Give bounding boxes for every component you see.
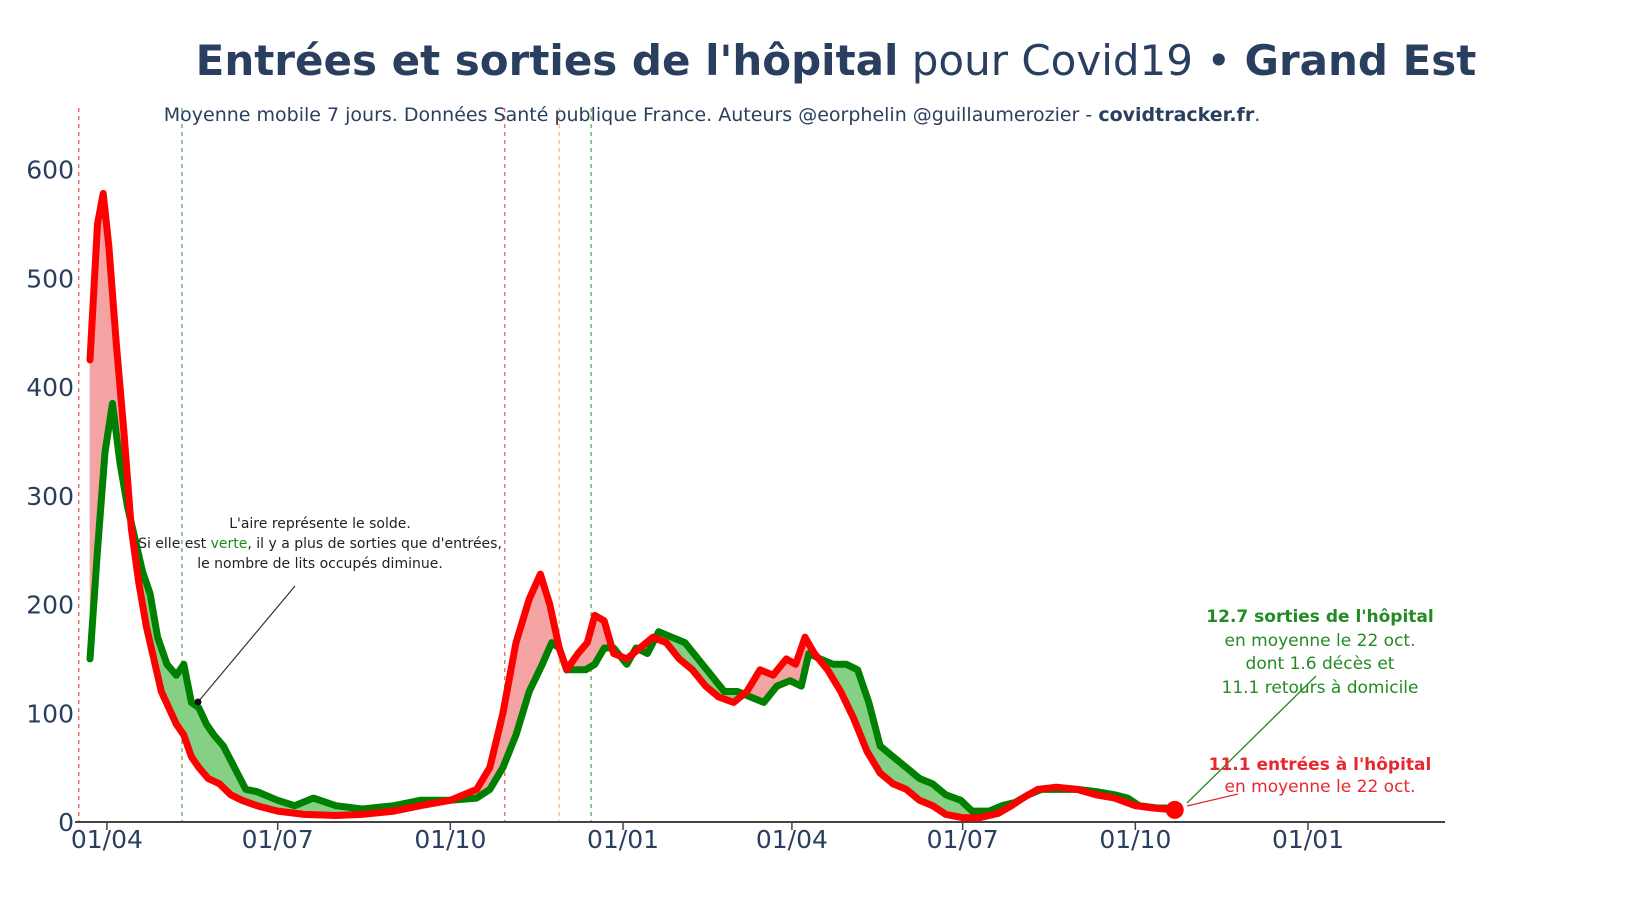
exits-line (86, 399, 1179, 815)
note-line3: le nombre de lits occupés diminue. (197, 556, 443, 572)
chart-subtitle: Moyenne mobile 7 jours. Données Santé pu… (0, 104, 1424, 126)
y-tick-label: 500 (26, 264, 74, 293)
x-tick-label: 01/04 (756, 825, 828, 854)
entries-annotation-line2: en moyenne le 22 oct. (1224, 777, 1416, 797)
x-tick-label: 01/10 (414, 825, 486, 854)
entries-annotation: 11.1 entrées à l'hôpital en moyenne le 2… (1190, 754, 1450, 798)
exits-annotation-line2: en moyenne le 22 oct. (1224, 630, 1416, 651)
exits-annotation-line3: dont 1.6 décès et (1245, 654, 1395, 674)
note-pointer-line (197, 585, 296, 703)
x-axis: 01/04 01/07 01/10 01/01 01/04 01/07 01/10 01/01 (71, 822, 1344, 854)
note-line1: L'aire représente le solde. (229, 516, 411, 532)
latest-entries-point (1165, 800, 1184, 819)
y-tick-label: 100 (26, 699, 74, 728)
exits-annotation-title: 12.7 sorties de l'hôpital (1206, 607, 1434, 627)
note-green-word: verte (210, 536, 248, 552)
x-tick-label: 01/01 (587, 825, 659, 854)
exits-annotation-line (1186, 675, 1317, 804)
subtitle-text: Moyenne mobile 7 jours. Données Santé pu… (163, 104, 1099, 126)
balance-area (89, 193, 1176, 819)
note-line2a: Si elle est (138, 536, 211, 552)
note-line2c: , il y a plus de sorties que d'entrées, (247, 536, 502, 552)
x-tick-label: 01/04 (71, 825, 143, 854)
entries-line (86, 190, 1179, 822)
title-part3: Grand Est (1244, 36, 1477, 85)
y-tick-label: 0 (58, 808, 74, 837)
area-explanation-note: L'aire représente le solde. Si elle est … (130, 514, 510, 574)
y-tick-label: 400 (26, 373, 74, 402)
subtitle-site: covidtracker.fr (1098, 104, 1255, 126)
title-part2: pour Covid19 • (898, 36, 1245, 85)
y-tick-label: 200 (26, 591, 74, 620)
y-tick-label: 600 (26, 156, 74, 185)
exits-annotation-line4: 11.1 retours à domicile (1221, 677, 1419, 698)
x-tick-label: 01/10 (1099, 825, 1171, 854)
subtitle-end: . (1254, 104, 1261, 126)
chart-title: Entrées et sorties de l'hôpital pour Cov… (0, 36, 1650, 85)
series-lines (86, 190, 1179, 822)
note-pointer-dot (194, 698, 202, 706)
exits-annotation: 12.7 sorties de l'hôpital en moyenne le … (1190, 606, 1450, 700)
y-tick-label: 300 (26, 482, 74, 511)
x-tick-label: 01/07 (927, 825, 999, 854)
y-axis: 0 100 200 300 400 500 600 (26, 156, 74, 837)
entries-annotation-title: 11.1 entrées à l'hôpital (1208, 755, 1432, 775)
x-tick-label: 01/01 (1272, 825, 1344, 854)
x-tick-label: 01/07 (242, 825, 314, 854)
note-line2: Si elle est verte, il y a plus de sortie… (130, 534, 510, 554)
entries-annotation-line (1186, 793, 1239, 807)
title-part1: Entrées et sorties de l'hôpital (195, 36, 899, 85)
